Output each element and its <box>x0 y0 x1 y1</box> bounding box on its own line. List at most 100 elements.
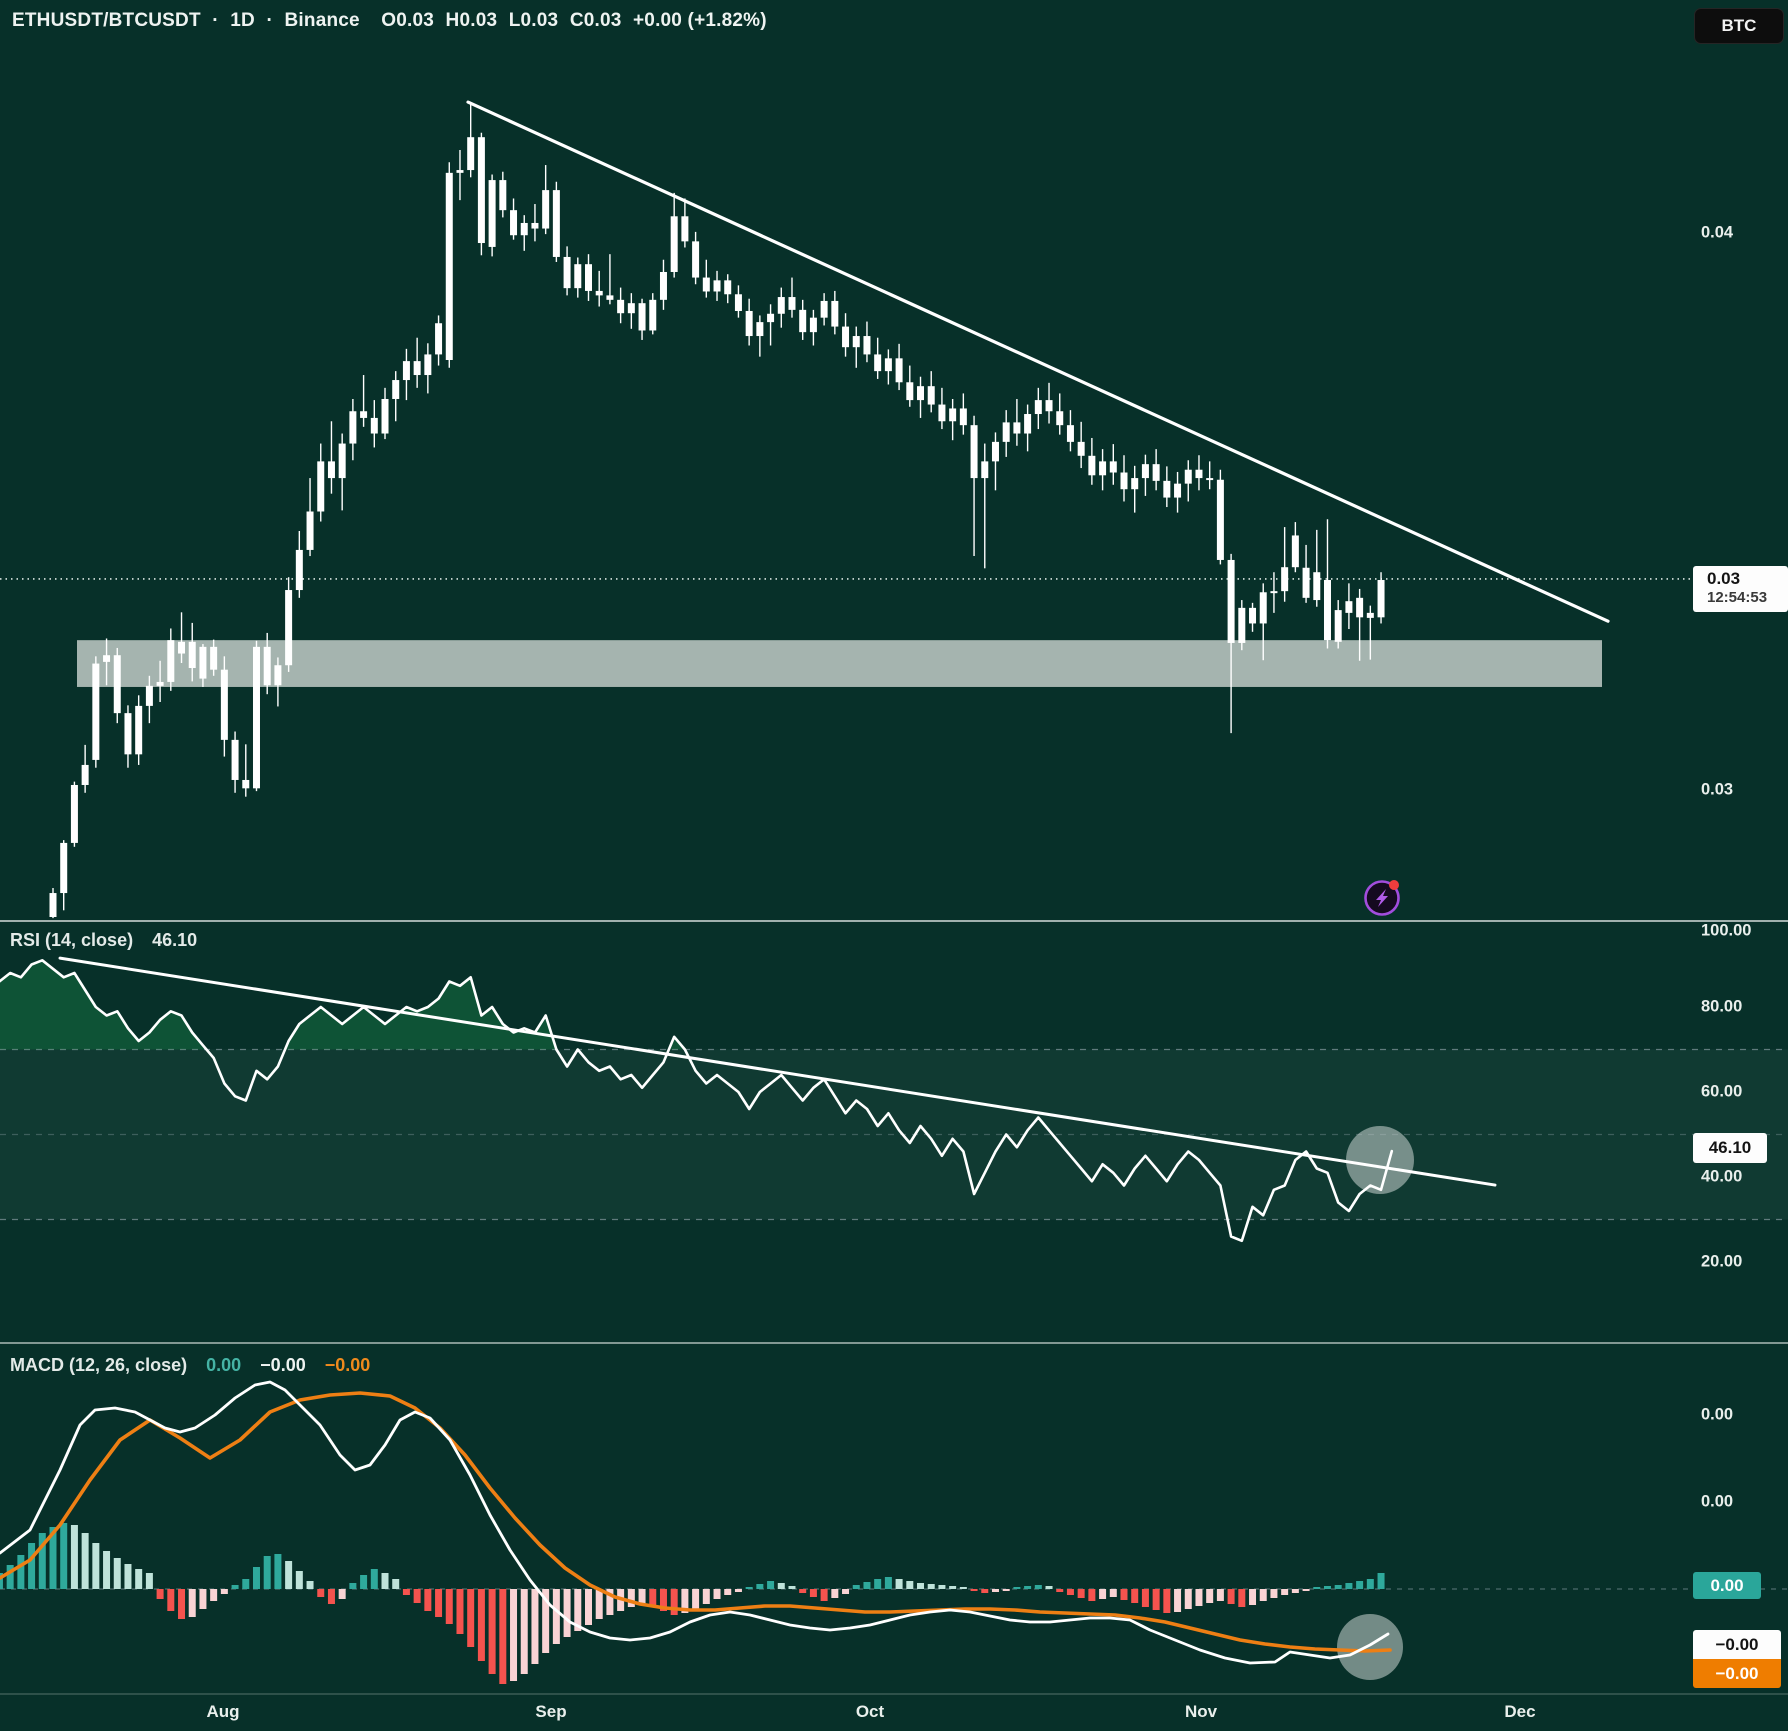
candle-body <box>574 264 582 289</box>
candle-body <box>70 784 78 843</box>
candle-body <box>991 441 999 462</box>
month-label-oct[interactable]: Oct <box>855 1702 885 1721</box>
macd-histogram-bar <box>831 1589 839 1598</box>
macd-histogram-bar <box>467 1589 475 1647</box>
macd-histogram-bar <box>520 1589 528 1674</box>
candle-body <box>777 297 785 314</box>
interval-label[interactable]: 1D <box>230 10 255 31</box>
candle-body <box>263 646 271 686</box>
candle-body <box>1227 559 1235 643</box>
support-zone-rectangle[interactable] <box>77 640 1602 687</box>
candle-body <box>92 663 100 760</box>
macd-histogram-bar <box>1131 1589 1139 1603</box>
macd-signal-line <box>0 1391 1392 1653</box>
macd-histogram-bar <box>659 1589 667 1611</box>
candle-body <box>1002 422 1010 442</box>
macd-histogram-bar <box>274 1554 282 1589</box>
candle-body <box>1174 483 1182 498</box>
candle-body <box>638 303 646 331</box>
descending-trendline[interactable] <box>466 100 1610 623</box>
candle-body <box>274 665 282 686</box>
candle-body <box>1131 478 1139 490</box>
candle-body <box>756 322 764 337</box>
rsi-highlight-circle[interactable] <box>1346 1126 1414 1194</box>
macd-histogram-bar <box>28 1543 36 1589</box>
candle-body <box>1216 479 1224 560</box>
candle-body <box>338 443 346 479</box>
macd-histogram-bar <box>263 1556 271 1589</box>
macd-histogram-bar <box>1024 1586 1032 1589</box>
macd-histogram-bar <box>1291 1589 1299 1593</box>
candle-body <box>1313 572 1321 601</box>
macd-histogram-bar <box>424 1589 432 1611</box>
macd-histogram-bar <box>0 1573 3 1589</box>
rsi-trendline[interactable] <box>58 956 1497 1187</box>
macd-histogram-bar <box>477 1589 485 1661</box>
notification-dot <box>1389 880 1399 890</box>
candle-body <box>1270 591 1278 594</box>
macd-histogram-bar <box>1034 1585 1042 1589</box>
candle-body <box>327 461 335 479</box>
candle-body <box>852 336 860 348</box>
macd-histogram-bar <box>327 1589 335 1604</box>
symbol-name[interactable]: ETHUSDT/BTCUSDT <box>12 10 201 31</box>
candle-body <box>520 222 528 236</box>
macd-histogram-bar <box>188 1589 196 1617</box>
candle-body <box>1141 464 1149 479</box>
macd-histogram-bar <box>906 1581 914 1589</box>
high-value: H0.03 <box>445 10 498 31</box>
header-separator: · <box>212 10 219 31</box>
macd-axis-label: 0.00 <box>1701 1405 1734 1424</box>
macd-histogram-bar <box>702 1589 710 1604</box>
candle-body <box>1152 464 1160 481</box>
macd-histogram-bar <box>1356 1581 1364 1589</box>
macd-histogram-bar <box>724 1589 732 1595</box>
rsi-line <box>0 958 1394 1243</box>
close-value: C0.03 <box>569 10 622 31</box>
macd-histogram-bar <box>734 1589 742 1592</box>
macd-histogram-bar <box>1238 1589 1246 1607</box>
candle-body <box>392 380 400 399</box>
rsi-overbought-fill <box>0 960 685 1050</box>
macd-histogram-bar <box>531 1589 539 1664</box>
candle-body <box>445 172 453 360</box>
symbol-header[interactable]: ETHUSDT/BTCUSDT · 1D · Binance O0.03 H0.… <box>12 10 773 32</box>
candle-body <box>1034 400 1042 415</box>
candle-body <box>692 241 700 278</box>
macd-line-axis-label[interactable]: −0.00 <box>1693 1630 1781 1659</box>
macd-histogram-bar <box>445 1589 453 1624</box>
candle-body <box>617 299 625 314</box>
macd-histogram-bar <box>1323 1586 1331 1589</box>
candle-body <box>734 294 742 311</box>
candle-body <box>1163 480 1171 498</box>
month-label-aug[interactable]: Aug <box>206 1702 240 1721</box>
candle-body <box>456 170 464 173</box>
macd-histogram-bar <box>1195 1589 1203 1606</box>
macd-signal-axis-label[interactable]: −0.00 <box>1693 1659 1781 1688</box>
macd-zero-axis-label[interactable]: 0.00 <box>1693 1572 1761 1599</box>
macd-highlight-circle[interactable] <box>1337 1614 1403 1680</box>
macd-histogram-bar <box>809 1589 817 1597</box>
candle-body <box>1077 441 1085 456</box>
macd-histogram-bar <box>242 1579 250 1589</box>
macd-histogram-bar <box>349 1583 357 1589</box>
candle-body <box>1366 612 1374 618</box>
candle-body <box>788 297 796 310</box>
macd-histogram-bar <box>295 1571 303 1589</box>
rsi-axis-value-label[interactable]: 46.10 <box>1693 1133 1767 1163</box>
macd-histogram-bar <box>927 1584 935 1589</box>
macd-histogram-bar <box>606 1589 614 1615</box>
macd-signal-value: −0.00 <box>324 1355 371 1375</box>
candle-body <box>156 681 164 686</box>
candle-body <box>799 309 807 333</box>
rsi-header[interactable]: RSI (14, close) 46.10 <box>10 930 197 951</box>
month-label-sep[interactable]: Sep <box>535 1702 567 1721</box>
macd-header[interactable]: MACD (12, 26, close) 0.00 −0.00 −0.00 <box>10 1355 370 1376</box>
macd-histogram-bar <box>1281 1589 1289 1595</box>
candle-body <box>917 386 925 401</box>
quote-currency-button[interactable]: BTC <box>1694 8 1784 44</box>
month-label-dec[interactable]: Dec <box>1504 1702 1536 1721</box>
last-price-label[interactable]: 0.03 12:54:53 <box>1693 566 1788 612</box>
month-label-nov[interactable]: Nov <box>1184 1702 1218 1721</box>
